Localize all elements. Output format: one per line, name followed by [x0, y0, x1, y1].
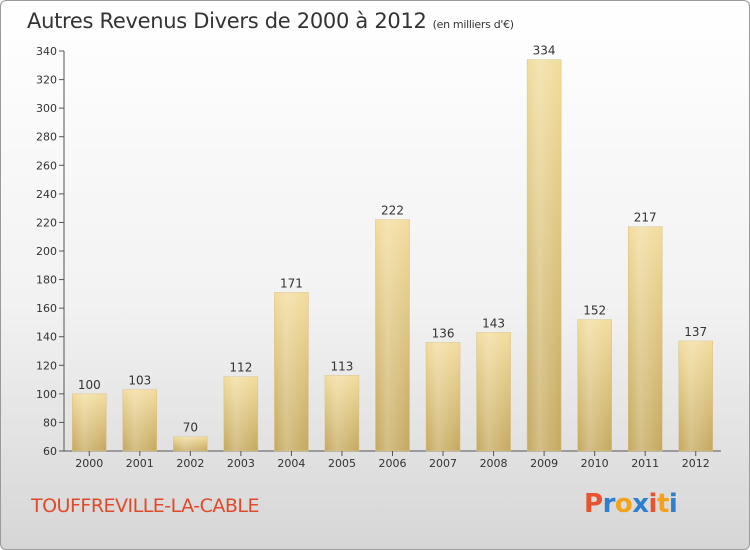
bar-value-label: 70	[183, 421, 198, 435]
bar-value-label: 171	[280, 276, 303, 290]
x-tick-label: 2011	[631, 457, 659, 470]
y-tick-label: 240	[36, 188, 57, 201]
x-tick-label: 2010	[581, 457, 609, 470]
bar-highlight	[678, 341, 713, 451]
bar-value-label: 100	[78, 378, 101, 392]
bar-highlight	[628, 226, 663, 451]
bar-highlight	[72, 393, 107, 451]
logo-letter: x	[632, 489, 649, 519]
chart-title: Autres Revenus Divers de 2000 à 2012 (en …	[27, 9, 514, 33]
bar-highlight	[173, 436, 208, 451]
y-tick-label: 60	[43, 445, 57, 458]
x-tick-label: 2003	[227, 457, 255, 470]
bar-highlight	[324, 375, 359, 451]
bar-highlight	[274, 292, 309, 451]
x-tick-label: 2005	[328, 457, 356, 470]
y-tick-label: 300	[36, 102, 57, 115]
x-tick-label: 2008	[480, 457, 508, 470]
y-tick-label: 180	[36, 274, 57, 287]
bar-value-label: 103	[128, 374, 151, 388]
chart-title-text: Autres Revenus Divers de 2000 à 2012	[27, 9, 427, 33]
x-tick-label: 2000	[75, 457, 103, 470]
logo-letter: r	[602, 489, 616, 519]
y-tick-label: 80	[43, 416, 57, 429]
bar-highlight	[223, 376, 258, 451]
logo-letter: t	[656, 489, 669, 519]
bar-value-label: 334	[533, 44, 556, 58]
bar-value-label: 222	[381, 204, 404, 218]
x-tick-label: 2007	[429, 457, 457, 470]
bar-highlight	[426, 342, 461, 451]
town-name: TOUFFREVILLE-LA-CABLE	[31, 495, 260, 517]
y-tick-label: 280	[36, 131, 57, 144]
bar-highlight	[476, 332, 511, 451]
logo-letter: i	[668, 489, 678, 519]
logo-letter: o	[614, 489, 633, 519]
bar-value-label: 143	[482, 316, 505, 330]
bar-highlight	[375, 219, 410, 451]
proxiti-logo: Proxiti	[584, 489, 678, 519]
y-tick-label: 340	[36, 45, 57, 58]
bar-value-label: 136	[432, 326, 455, 340]
y-tick-label: 140	[36, 331, 57, 344]
y-tick-label: 320	[36, 74, 57, 87]
y-tick-label: 100	[36, 388, 57, 401]
x-tick-label: 2001	[126, 457, 154, 470]
bar-value-label: 152	[583, 304, 606, 318]
x-tick-label: 2009	[530, 457, 558, 470]
logo-letter: i	[648, 489, 658, 519]
y-tick-label: 260	[36, 159, 57, 172]
bar-value-label: 137	[684, 325, 707, 339]
bar-value-label: 113	[331, 359, 354, 373]
y-tick-label: 220	[36, 216, 57, 229]
bar-value-label: 112	[229, 361, 252, 375]
bar-highlight	[577, 319, 612, 451]
bar-value-label: 217	[634, 211, 657, 225]
chart-subtitle: (en milliers d'€)	[432, 18, 514, 31]
bar-highlight	[527, 59, 562, 451]
x-tick-label: 2006	[379, 457, 407, 470]
x-tick-label: 2002	[176, 457, 204, 470]
y-tick-label: 160	[36, 302, 57, 315]
x-tick-label: 2012	[682, 457, 710, 470]
logo-letter: P	[584, 489, 603, 519]
x-tick-label: 2004	[277, 457, 305, 470]
y-tick-label: 120	[36, 359, 57, 372]
y-tick-label: 200	[36, 245, 57, 258]
bar-highlight	[122, 389, 157, 451]
